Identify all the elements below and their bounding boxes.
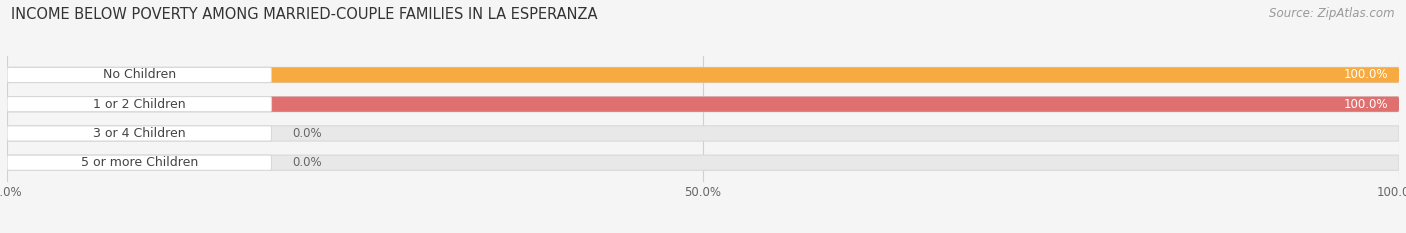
FancyBboxPatch shape [7,126,166,141]
FancyBboxPatch shape [7,155,271,170]
FancyBboxPatch shape [7,155,1399,170]
Text: 0.0%: 0.0% [292,156,322,169]
FancyBboxPatch shape [7,97,271,112]
FancyBboxPatch shape [7,126,271,141]
Text: 1 or 2 Children: 1 or 2 Children [93,98,186,111]
Text: 100.0%: 100.0% [1343,69,1388,82]
Text: 3 or 4 Children: 3 or 4 Children [93,127,186,140]
FancyBboxPatch shape [7,126,1399,141]
FancyBboxPatch shape [7,155,166,170]
Text: Source: ZipAtlas.com: Source: ZipAtlas.com [1270,7,1395,20]
FancyBboxPatch shape [7,67,1399,82]
FancyBboxPatch shape [7,67,1399,82]
Text: 0.0%: 0.0% [292,127,322,140]
Text: 5 or more Children: 5 or more Children [80,156,198,169]
FancyBboxPatch shape [7,97,1399,112]
FancyBboxPatch shape [7,97,1399,112]
Text: No Children: No Children [103,69,176,82]
Text: 100.0%: 100.0% [1343,98,1388,111]
FancyBboxPatch shape [7,67,271,82]
Text: INCOME BELOW POVERTY AMONG MARRIED-COUPLE FAMILIES IN LA ESPERANZA: INCOME BELOW POVERTY AMONG MARRIED-COUPL… [11,7,598,22]
